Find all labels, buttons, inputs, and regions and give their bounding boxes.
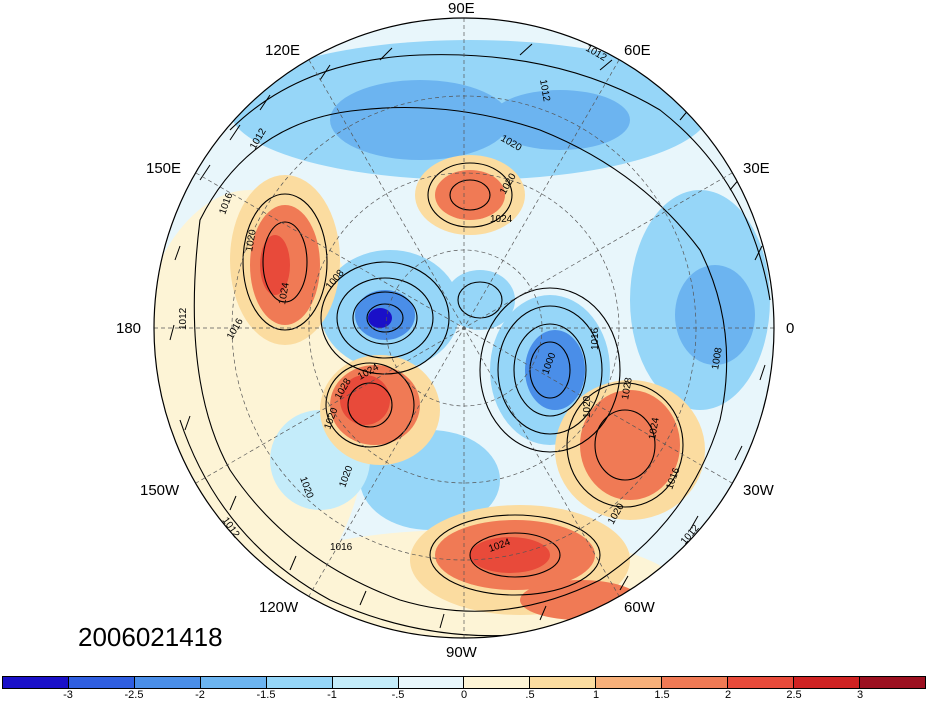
colorbar-swatch bbox=[68, 677, 135, 688]
colorbar-swatch bbox=[728, 677, 795, 688]
lon-label-150e: 150E bbox=[146, 160, 182, 177]
isobar-label: 1016 bbox=[330, 542, 353, 553]
colorbar-tick-label: 2 bbox=[724, 689, 732, 701]
colorbar-swatch bbox=[398, 677, 465, 688]
colorbar-tick-label: 3 bbox=[856, 689, 864, 701]
anomaly-shading bbox=[154, 18, 774, 638]
colorbar-tick-label: .5 bbox=[525, 689, 535, 701]
lon-label-90e: 90E bbox=[448, 0, 475, 17]
colorbar-swatch bbox=[662, 677, 729, 688]
colorbar-tick-label: 1 bbox=[592, 689, 600, 701]
lon-label-150w: 150W bbox=[140, 482, 180, 499]
graticule bbox=[154, 18, 774, 638]
isobar-label: 1012 bbox=[178, 307, 189, 330]
colorbar-tick-label: -1 bbox=[327, 689, 337, 701]
isobar-label: 1024 bbox=[647, 416, 662, 440]
colorbar-tick-label: -.5 bbox=[391, 689, 405, 701]
colorbar-swatch bbox=[596, 677, 663, 688]
colorbar-swatch bbox=[266, 677, 333, 688]
lon-label-60e: 60E bbox=[624, 42, 651, 59]
timestamp: 2006021418 bbox=[78, 622, 223, 652]
colorbar-swatch bbox=[200, 677, 267, 688]
isobar-label: 1020 bbox=[244, 228, 259, 252]
colorbar-swatch bbox=[794, 677, 860, 688]
colorbar-tick-label: -2.5 bbox=[124, 689, 144, 701]
isobar-label: 1012 bbox=[537, 79, 552, 103]
isobar-label: 1008 bbox=[710, 346, 725, 370]
colorbar-tick-label: -2 bbox=[195, 689, 205, 701]
lon-label-90w: 90W bbox=[446, 644, 477, 661]
colorbar-tick-label: -3 bbox=[63, 689, 73, 701]
colorbar-swatch bbox=[332, 677, 399, 688]
colorbar-swatch bbox=[464, 677, 531, 688]
colorbar-tick-label: 2.5 bbox=[786, 689, 802, 701]
isobar-label: 1024 bbox=[490, 214, 513, 225]
lon-label-120e: 120E bbox=[265, 42, 301, 59]
lon-label-0: 0 bbox=[786, 320, 795, 337]
isobar-label: 1016 bbox=[590, 327, 601, 350]
colorbar-swatch bbox=[859, 677, 925, 688]
lon-label-120w: 120W bbox=[259, 599, 299, 616]
colorbar-tick-label: 1.5 bbox=[654, 689, 670, 701]
colorbar-swatch bbox=[530, 677, 597, 688]
colorbar-tick-label: 0 bbox=[460, 689, 468, 701]
lon-label-30e: 30E bbox=[743, 160, 770, 177]
lon-label-30w: 30W bbox=[743, 482, 774, 499]
wind-barbs bbox=[169, 43, 766, 629]
lon-label-180: 180 bbox=[116, 320, 142, 337]
colorbar-swatch bbox=[134, 677, 201, 688]
isobar-label: 1028 bbox=[620, 376, 635, 400]
lon-label-60w: 60W bbox=[624, 599, 655, 616]
colorbar-swatch bbox=[3, 677, 69, 688]
colorbar-tick-label: -1.5 bbox=[256, 689, 276, 701]
colorbar bbox=[2, 676, 926, 689]
isobar-label: 1020 bbox=[582, 395, 593, 418]
map-boundary bbox=[153, 17, 775, 639]
isobar-label: 1024 bbox=[277, 281, 292, 305]
